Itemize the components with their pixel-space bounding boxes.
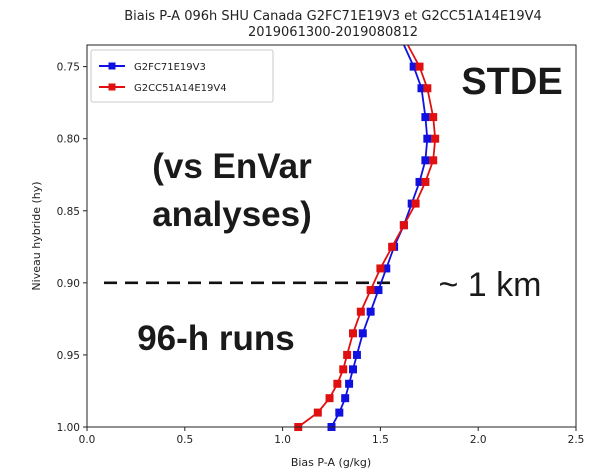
data-point-g2cc51a14e19v4-13 — [349, 329, 358, 338]
x-tick-label-5: 2.5 — [568, 434, 585, 446]
annotation-96h-runs: 96-h runs — [137, 319, 295, 358]
chart-subtitle: 2019061300-2019080812 — [248, 25, 418, 40]
plot-frame — [86, 44, 577, 428]
data-point-g2cc51a14e19v4-9 — [388, 242, 397, 251]
data-point-g2cc51a14e19v4-1 — [415, 62, 424, 71]
data-point-g2fc71e19v3-18 — [335, 408, 344, 417]
annotation-analyses: analyses) — [152, 195, 312, 234]
data-point-g2cc51a14e19v4-14 — [343, 350, 352, 359]
y-tick-label-3: 0.90 — [57, 278, 80, 290]
series-g2cc51a14e19v4 — [294, 44, 440, 431]
data-point-g2fc71e19v3-2 — [417, 84, 426, 93]
data-point-g2cc51a14e19v4-11 — [366, 286, 375, 295]
data-point-g2cc51a14e19v4-4 — [431, 134, 440, 143]
x-axis-label: Bias P-A (g/kg) — [291, 456, 371, 469]
x-tick-label-4: 2.0 — [470, 434, 487, 446]
data-point-g2cc51a14e19v4-5 — [429, 156, 438, 165]
data-point-g2fc71e19v3-4 — [423, 134, 432, 143]
y-tick-label-0: 0.75 — [57, 62, 80, 74]
legend-label-g2fc71e19v3: G2FC71E19V3 — [134, 62, 206, 73]
data-point-g2fc71e19v3-10 — [382, 264, 391, 273]
legend-marker-g2fc71e19v3 — [108, 62, 116, 70]
data-point-g2cc51a14e19v4-2 — [423, 84, 432, 93]
data-point-g2cc51a14e19v4-10 — [376, 264, 385, 273]
legend-entry-g2fc71e19v3: G2FC71E19V3 — [99, 62, 206, 73]
data-point-g2cc51a14e19v4-8 — [399, 221, 408, 230]
series-line-g2cc51a14e19v4 — [297, 44, 437, 428]
chart-title: Biais P-A 096h SHU Canada G2FC71E19V3 et… — [124, 9, 542, 24]
x-tick-label-2: 1.0 — [274, 434, 291, 446]
data-point-g2fc71e19v3-13 — [358, 329, 367, 338]
data-point-g2cc51a14e19v4-15 — [339, 365, 348, 374]
data-point-g2fc71e19v3-5 — [421, 156, 430, 165]
legend-label-g2cc51a14e19v4: G2CC51A14E19V4 — [134, 83, 227, 94]
data-point-g2fc71e19v3-6 — [415, 177, 424, 186]
data-point-g2cc51a14e19v4-3 — [429, 113, 438, 122]
data-point-g2fc71e19v3-14 — [352, 350, 361, 359]
data-point-g2fc71e19v3-16 — [345, 379, 354, 388]
data-point-g2fc71e19v3-1 — [409, 62, 418, 71]
data-point-g2fc71e19v3-12 — [366, 307, 375, 316]
data-point-g2fc71e19v3-11 — [374, 286, 383, 295]
x-tick-label-3: 1.5 — [372, 434, 389, 446]
data-point-g2fc71e19v3-3 — [421, 113, 430, 122]
annotation-one-km: ~ 1 km — [439, 266, 542, 304]
x-tick-label-1: 0.5 — [176, 434, 193, 446]
y-tick-label-5: 1.00 — [57, 422, 80, 434]
y-axis-label: Niveau hybride (hy) — [30, 181, 43, 290]
annotation-vs-envar: (vs EnVar — [152, 147, 312, 186]
data-point-g2cc51a14e19v4-6 — [421, 177, 430, 186]
data-point-g2fc71e19v3-15 — [349, 365, 358, 374]
x-tick-label-0: 0.0 — [79, 434, 96, 446]
data-point-g2cc51a14e19v4-18 — [313, 408, 322, 417]
y-tick-label-1: 0.80 — [57, 134, 80, 146]
y-tick-label-2: 0.85 — [57, 206, 80, 218]
data-point-g2cc51a14e19v4-17 — [325, 394, 334, 403]
legend-entry-g2cc51a14e19v4: G2CC51A14E19V4 — [99, 83, 227, 94]
legend-box — [90, 49, 274, 103]
y-tick-label-4: 0.95 — [57, 350, 80, 362]
data-point-g2fc71e19v3-17 — [341, 394, 350, 403]
data-point-g2cc51a14e19v4-16 — [333, 379, 342, 388]
data-point-g2cc51a14e19v4-7 — [411, 199, 420, 208]
data-point-g2cc51a14e19v4-12 — [356, 307, 365, 316]
legend: G2FC71E19V3 G2CC51A14E19V4 — [90, 49, 274, 103]
annotation-stde: STDE — [461, 61, 562, 103]
legend-marker-g2cc51a14e19v4 — [108, 83, 116, 91]
